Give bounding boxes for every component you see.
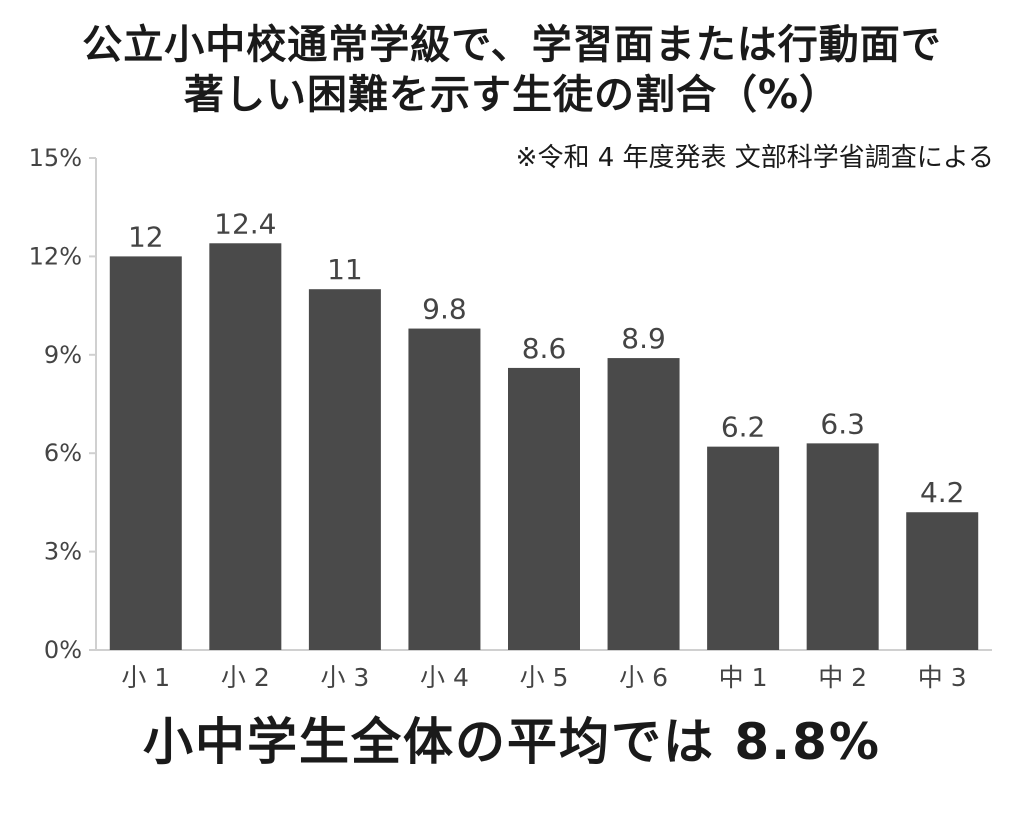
x-category-label: 中 2 [818, 663, 867, 692]
bars-group: 12 12.4 11 9.8 8.6 8.9 6.2 6.3 4.2 [109, 207, 979, 650]
bar [707, 446, 780, 650]
y-axis-ticks: 0% 3% 6% 9% 12% 15% [29, 144, 96, 664]
bar-value-label: 9.8 [422, 293, 467, 326]
y-tick-label: 15% [29, 144, 82, 172]
bar [806, 443, 879, 650]
y-tick-label: 9% [44, 341, 82, 369]
y-tick-label: 0% [44, 636, 82, 664]
chart-title-line-2: 著しい困難を示す生徒の割合（%） [183, 72, 841, 118]
bar-value-label: 6.2 [721, 411, 766, 444]
y-tick-label: 12% [29, 242, 82, 270]
x-category-label: 小 3 [320, 663, 369, 692]
x-category-label: 小 4 [420, 663, 469, 692]
bar [408, 328, 481, 650]
bar-value-label: 12 [128, 220, 164, 253]
bar-value-label: 12.4 [214, 207, 276, 240]
y-tick-label: 6% [44, 439, 82, 467]
bar-value-label: 11 [327, 253, 363, 286]
x-category-label: 小 5 [520, 663, 569, 692]
x-category-label: 中 3 [918, 663, 967, 692]
bar-value-label: 8.6 [522, 332, 567, 365]
chart-title-line-1: 公立小中校通常学級で、学習面または行動面で [82, 22, 942, 68]
bar [308, 289, 381, 650]
bar [109, 256, 182, 650]
x-category-label: 小 2 [221, 663, 270, 692]
x-category-label: 小 6 [619, 663, 668, 692]
y-tick-label: 3% [44, 538, 82, 566]
bar-value-label: 6.3 [820, 407, 865, 440]
x-category-label: 中 1 [719, 663, 768, 692]
bar-value-label: 4.2 [920, 476, 965, 509]
x-category-label: 小 1 [121, 663, 170, 692]
source-note: ※令和 4 年度発表 文部科学省調査による [515, 143, 994, 173]
bar [209, 243, 282, 650]
bar [607, 358, 680, 650]
average-summary: 小中学生全体の平均では 8.8% [142, 713, 882, 771]
x-axis-labels: 小 1 小 2 小 3 小 4 小 5 小 6 中 1 中 2 中 3 [121, 663, 966, 692]
bar [906, 512, 979, 650]
bar [508, 367, 580, 650]
bar-value-label: 8.9 [621, 322, 666, 355]
